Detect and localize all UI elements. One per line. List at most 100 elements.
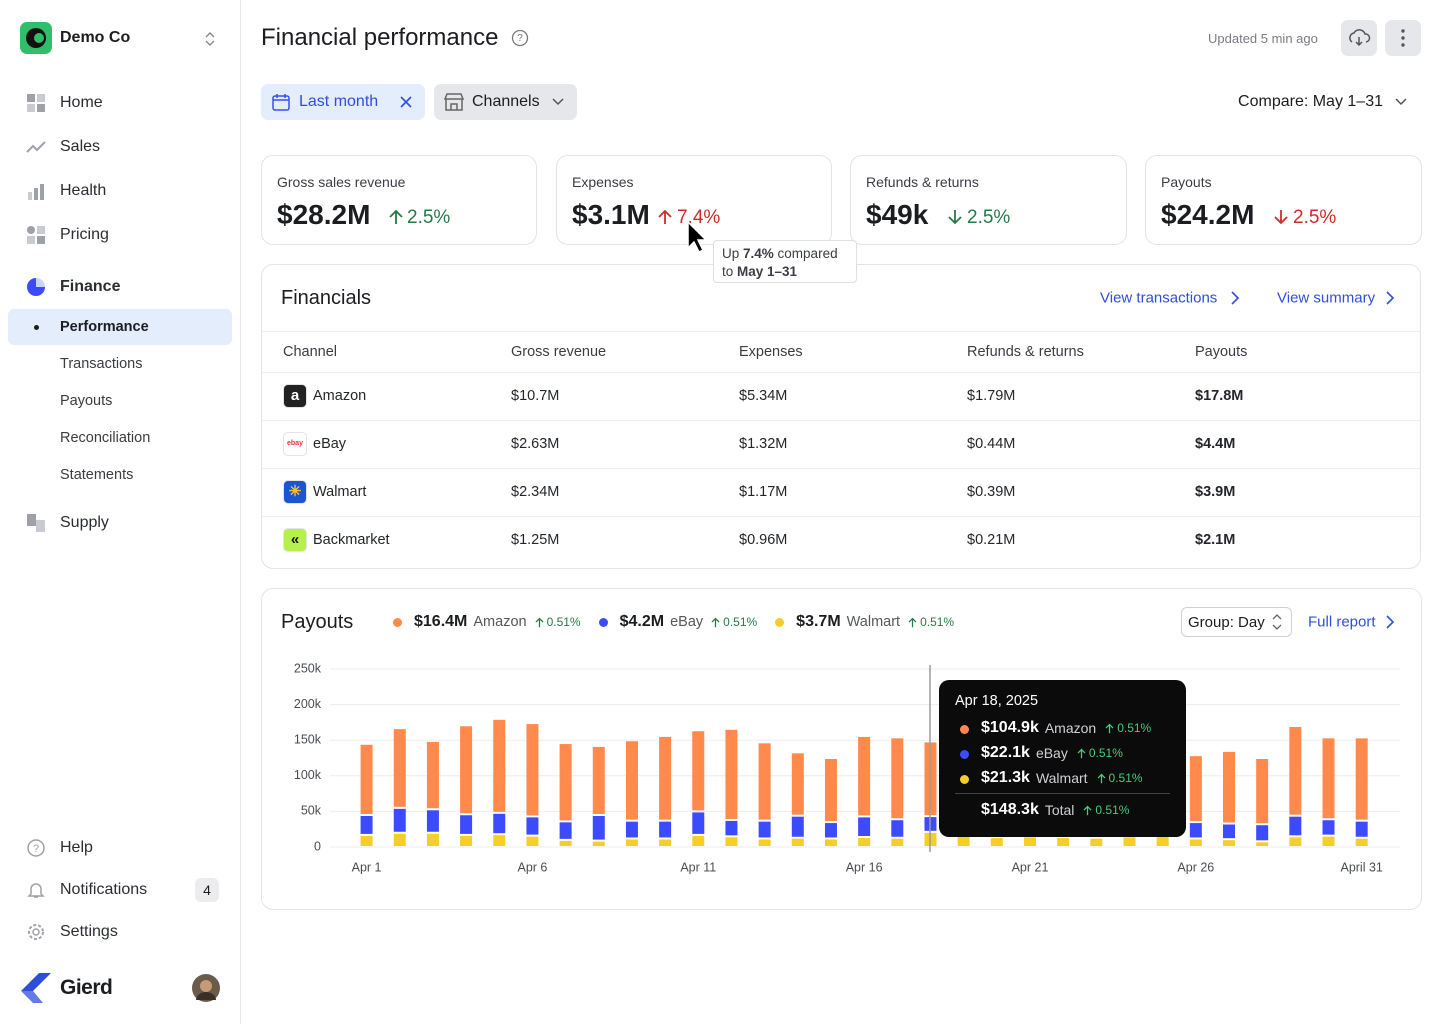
- nav-settings[interactable]: Settings: [60, 923, 118, 940]
- subnav-reconciliation[interactable]: Reconciliation: [60, 430, 151, 446]
- legend-change: 0.51%: [723, 615, 758, 629]
- bar-segment: [1256, 825, 1269, 841]
- kpi-change: 2.5%: [407, 207, 451, 228]
- nav-active-bg: [8, 309, 232, 345]
- nav-sales[interactable]: Sales: [60, 138, 101, 155]
- title-help[interactable]: ?: [511, 29, 529, 47]
- download-button[interactable]: [1341, 20, 1377, 56]
- icon-help: ?: [27, 839, 45, 857]
- channel-logo: ✳: [283, 480, 307, 504]
- kpi-card: [261, 155, 537, 245]
- group-select[interactable]: [1181, 607, 1292, 637]
- bar-segment: [659, 839, 672, 846]
- kpi-value: $28.2M: [277, 199, 371, 230]
- bar-segment: [360, 744, 373, 814]
- svg-text:?: ?: [517, 33, 523, 44]
- table-cell: $1.79M: [967, 388, 1016, 404]
- legend: $16.4M Amazon 0.51% $4.2M eBay 0.51% $3.7M Walm…: [393, 613, 954, 631]
- bar-segment: [891, 738, 904, 819]
- bar-segment: [659, 736, 672, 820]
- kpi-arrow: [658, 209, 672, 224]
- bar-segment: [725, 820, 738, 836]
- x-tick-label: Apr 1: [352, 860, 382, 874]
- bar-segment: [1223, 751, 1236, 823]
- brand-logo: [21, 973, 51, 1003]
- icon-health: [28, 184, 44, 200]
- legend-arrow: [907, 617, 920, 628]
- bar-segment: [692, 835, 705, 846]
- channel-logo: «: [283, 528, 307, 552]
- view-transactions[interactable]: View transactions: [1100, 289, 1218, 307]
- legend-dot: [598, 617, 608, 627]
- updated-label: Updated 5 min ago: [1208, 31, 1318, 46]
- tooltip-arrow: [1096, 773, 1109, 784]
- bar-segment: [559, 840, 572, 846]
- avatar[interactable]: [192, 974, 220, 1002]
- view-summary[interactable]: View summary: [1277, 289, 1376, 307]
- column-header: Refunds & returns: [967, 344, 1084, 360]
- legend-change: 0.51%: [920, 615, 955, 629]
- subnav-statements[interactable]: Statements: [60, 467, 134, 483]
- x-tick-label: Apr 11: [680, 860, 716, 874]
- bar-segment: [625, 839, 638, 846]
- bar-segment: [526, 817, 539, 835]
- bar-segment: [791, 753, 804, 815]
- nav-home[interactable]: Home: [60, 94, 103, 111]
- tooltip-row: $104.9k Amazon 0.51%: [981, 719, 1151, 737]
- kpi-value: $3.1M: [572, 199, 650, 230]
- subnav-performance[interactable]: Performance: [60, 319, 149, 335]
- nav-pricing[interactable]: Pricing: [60, 226, 109, 243]
- row-divider: [261, 420, 1421, 421]
- bar-segment: [592, 746, 605, 814]
- tooltip-value: $21.3k: [981, 769, 1030, 786]
- tooltip-value: $104.9k: [981, 719, 1039, 736]
- legend-name: eBay: [670, 614, 704, 630]
- legend-change: 0.51%: [546, 615, 581, 629]
- channels-chevron: [552, 98, 564, 106]
- clear-date[interactable]: [400, 96, 412, 108]
- org-switch[interactable]: [203, 31, 217, 47]
- bar-segment: [1355, 838, 1368, 846]
- nav-help[interactable]: Help: [60, 839, 93, 856]
- subnav-payouts[interactable]: Payouts: [60, 393, 113, 409]
- column-header: Expenses: [739, 344, 803, 360]
- kpi-card: [850, 155, 1127, 245]
- kpi-label: Gross sales revenue: [277, 174, 406, 190]
- legend-total: $4.2M: [619, 613, 665, 630]
- kpi-arrow: [389, 209, 403, 224]
- subnav-transactions[interactable]: Transactions: [60, 356, 143, 372]
- legend-name: Walmart: [846, 614, 901, 630]
- table-divider: [261, 331, 1421, 332]
- bar-segment: [1189, 839, 1202, 846]
- more-button[interactable]: [1385, 20, 1421, 56]
- bar-segment: [725, 729, 738, 819]
- channels-filter[interactable]: [434, 84, 577, 120]
- column-header: Gross revenue: [511, 344, 607, 360]
- nav-finance[interactable]: Finance: [60, 278, 121, 295]
- kpi-tooltip: Up 7.4% compared to May 1–31: [713, 240, 857, 283]
- channels-filter-label: Channels: [472, 93, 540, 110]
- bar-segment: [758, 743, 771, 820]
- bar-segment: [1090, 838, 1103, 846]
- bar-segment: [526, 836, 539, 846]
- bar-segment: [692, 812, 705, 834]
- bar-segment: [592, 815, 605, 840]
- kpi-card: [1145, 155, 1422, 245]
- org-name[interactable]: Demo Co: [60, 29, 131, 46]
- nav-health[interactable]: Health: [60, 182, 107, 199]
- nav-supply[interactable]: Supply: [60, 514, 109, 531]
- table-cell: $17.8M: [1195, 388, 1244, 404]
- nav-notifications[interactable]: Notifications: [60, 881, 148, 898]
- tooltip-row: $22.1k eBay 0.51%: [981, 744, 1123, 762]
- y-tick-label: 100k: [294, 768, 322, 782]
- kpi-label: Refunds & returns: [866, 174, 979, 190]
- full-report[interactable]: Full report: [1308, 613, 1376, 631]
- y-tick-label: 150k: [294, 732, 322, 746]
- bar-segment: [858, 736, 871, 816]
- bar-segment: [791, 816, 804, 837]
- financials-title: Financials: [281, 287, 372, 309]
- bar-segment: [891, 820, 904, 837]
- kpi-value: $49k: [866, 199, 929, 230]
- compare-select[interactable]: Compare: May 1–31: [1238, 93, 1383, 110]
- financials-card: [261, 264, 1421, 569]
